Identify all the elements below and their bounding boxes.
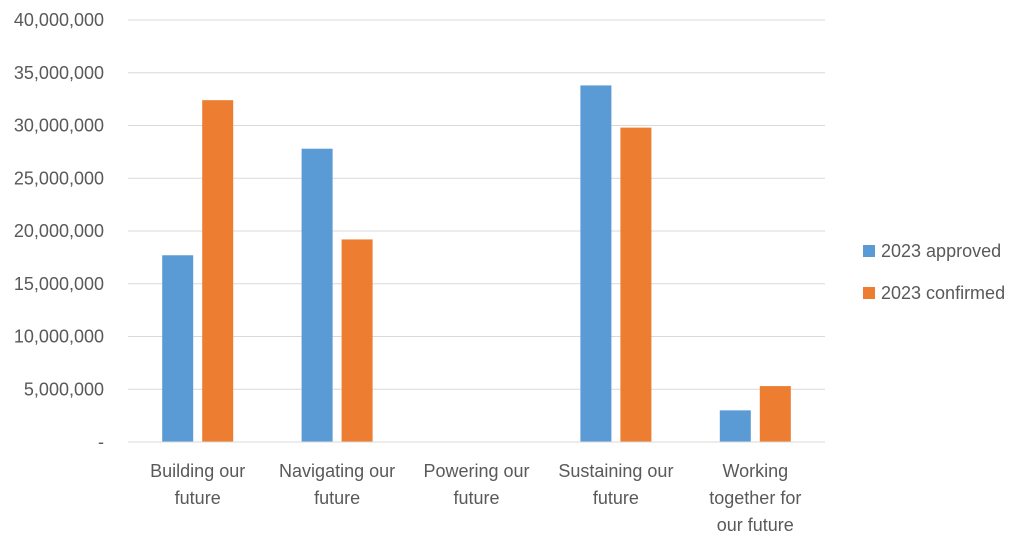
y-tick-label: 35,000,000 xyxy=(14,63,104,83)
bar-2023-confirmed-3 xyxy=(620,127,652,443)
y-tick-label: 5,000,000 xyxy=(24,379,104,399)
x-axis-category-labels: Building our future Navigating our future Po… xyxy=(150,461,801,535)
x-category-label: together for xyxy=(709,488,801,508)
x-category-label: future xyxy=(453,488,499,508)
x-category-label: future xyxy=(314,488,360,508)
x-category-label: Working xyxy=(722,461,788,481)
legend-swatch xyxy=(863,245,875,257)
x-category-label: Building our xyxy=(150,461,245,481)
x-category-label: Sustaining our xyxy=(558,461,673,481)
y-tick-label: 20,000,000 xyxy=(14,221,104,241)
x-category-label: future xyxy=(175,488,221,508)
x-category-label: Navigating our xyxy=(279,461,395,481)
y-axis-tick-labels: - 5,000,000 10,000,000 15,000,000 20,000,000… xyxy=(14,10,104,452)
bar-2023-confirmed-1 xyxy=(341,239,373,442)
y-tick-label: 30,000,000 xyxy=(14,116,104,136)
bar-2023-approved-0 xyxy=(162,255,194,442)
bar-2023-approved-1 xyxy=(301,148,333,442)
gridlines xyxy=(128,19,825,390)
bar-2023-approved-3 xyxy=(580,85,612,442)
bar-2023-confirmed-0 xyxy=(202,100,234,443)
y-tick-label: 15,000,000 xyxy=(14,274,104,294)
legend-label: 2023 confirmed xyxy=(881,283,1005,303)
y-tick-label: 10,000,000 xyxy=(14,327,104,347)
bar-2023-confirmed-4 xyxy=(759,386,791,442)
bar-2023-approved-4 xyxy=(719,410,751,442)
x-category-label: Powering our xyxy=(423,461,529,481)
y-tick-label: - xyxy=(98,432,104,452)
y-tick-label: 40,000,000 xyxy=(14,10,104,30)
legend-label: 2023 approved xyxy=(881,241,1001,261)
legend: 2023 approved 2023 confirmed xyxy=(863,241,1005,303)
y-tick-label: 25,000,000 xyxy=(14,168,104,188)
x-category-label: future xyxy=(593,488,639,508)
x-category-label: our future xyxy=(717,515,794,535)
bars xyxy=(162,85,791,443)
legend-swatch xyxy=(863,287,875,299)
